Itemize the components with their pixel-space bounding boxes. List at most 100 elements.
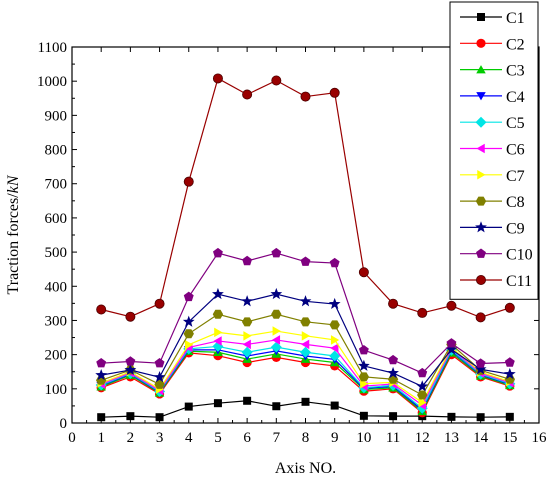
- data-point: [97, 413, 106, 422]
- data-point: [300, 346, 311, 358]
- x-tick-label: 11: [386, 430, 400, 446]
- x-tick-label: 16: [532, 430, 548, 446]
- data-point: [504, 302, 515, 313]
- data-point: [329, 87, 340, 98]
- legend-marker: [476, 65, 486, 74]
- series-layer: [95, 73, 516, 422]
- data-point: [271, 335, 281, 345]
- data-point: [125, 356, 136, 366]
- data-point: [271, 247, 282, 258]
- y-axis-title-unit: kN: [5, 174, 22, 193]
- x-tick-label: 3: [156, 430, 164, 446]
- y-tick-label: 0: [60, 416, 68, 432]
- data-point: [329, 350, 341, 362]
- data-point: [329, 257, 340, 268]
- data-point: [214, 327, 223, 338]
- y-tick-label: 100: [45, 382, 68, 398]
- legend-item: C9: [460, 220, 525, 237]
- data-point: [387, 366, 399, 379]
- legend-marker: [475, 116, 487, 128]
- y-tick-label: 400: [45, 279, 68, 295]
- legend-label: C7: [506, 168, 525, 185]
- data-point: [124, 363, 137, 376]
- legend-box: [449, 1, 539, 300]
- y-tick-label: 1000: [37, 74, 67, 90]
- data-point: [417, 307, 428, 318]
- y-tick-label: 1100: [38, 40, 67, 56]
- data-point: [329, 320, 340, 330]
- x-tick-label: 1: [97, 430, 105, 446]
- data-point: [389, 412, 398, 421]
- x-tick-label: 2: [127, 430, 135, 446]
- data-point: [213, 399, 222, 408]
- data-point: [416, 380, 429, 392]
- data-point: [300, 256, 311, 266]
- series-c9: [95, 287, 516, 392]
- data-point: [359, 411, 368, 420]
- data-point: [184, 402, 193, 411]
- data-point: [301, 331, 310, 341]
- x-tick-label: 14: [473, 430, 489, 446]
- legend-item: C6: [460, 142, 525, 159]
- legend-marker: [477, 13, 485, 21]
- legend-marker: [476, 143, 485, 154]
- data-point: [299, 295, 312, 307]
- data-point: [300, 91, 311, 102]
- x-tick-label: 4: [185, 430, 193, 446]
- data-point: [330, 401, 339, 410]
- data-point: [300, 317, 311, 327]
- data-point: [301, 397, 310, 406]
- legend-item: C5: [460, 115, 525, 132]
- legend-label: C1: [506, 10, 525, 27]
- x-tick-label: 5: [214, 430, 222, 446]
- data-point: [241, 317, 253, 327]
- legend-label: C11: [506, 273, 532, 290]
- y-tick-label: 500: [45, 245, 68, 261]
- data-point: [270, 341, 282, 353]
- data-point: [271, 75, 282, 86]
- legend-item: C1: [460, 10, 525, 27]
- series-c11: [96, 73, 515, 323]
- x-tick-label: 12: [415, 430, 430, 446]
- data-point: [242, 255, 253, 266]
- data-point: [271, 309, 282, 319]
- data-point: [505, 412, 514, 421]
- y-tick-label: 900: [45, 108, 68, 124]
- data-point: [212, 309, 224, 319]
- data-point: [242, 339, 251, 350]
- data-point: [475, 312, 486, 323]
- data-point: [213, 336, 222, 346]
- data-point: [330, 343, 339, 353]
- legend-marker: [476, 38, 486, 48]
- series-c1: [97, 396, 514, 422]
- data-point: [447, 412, 456, 421]
- data-point: [242, 89, 253, 100]
- data-point: [504, 357, 515, 367]
- data-point: [445, 343, 458, 355]
- data-point: [154, 298, 165, 309]
- data-point: [358, 344, 369, 355]
- data-point: [243, 331, 252, 341]
- data-point: [183, 291, 194, 302]
- data-point: [446, 338, 457, 348]
- data-point: [241, 295, 254, 307]
- data-point: [272, 402, 281, 411]
- x-tick-label: 13: [444, 430, 459, 446]
- data-point: [185, 339, 194, 350]
- data-point: [328, 297, 341, 310]
- legend: C1 C2 C3 C4 C5 C6 C7 C8 C9 C10 C11: [449, 1, 539, 300]
- legend-marker: [476, 248, 486, 258]
- legend-item: C7: [460, 168, 525, 185]
- legend-item: C3: [460, 63, 525, 80]
- data-point: [183, 329, 194, 339]
- y-axis-title: Traction forces/kN: [5, 174, 22, 294]
- y-tick-label: 600: [45, 211, 68, 227]
- data-point: [243, 396, 252, 405]
- x-tick-label: 15: [502, 430, 517, 446]
- data-point: [154, 379, 165, 389]
- legend-label: C8: [506, 194, 525, 211]
- axes: 0 1 2 3 4 5 6 7 8 9 10 11 12 13 14 15 160100200300400500…: [5, 40, 547, 477]
- legend-marker: [475, 221, 487, 233]
- series-c10: [96, 247, 515, 378]
